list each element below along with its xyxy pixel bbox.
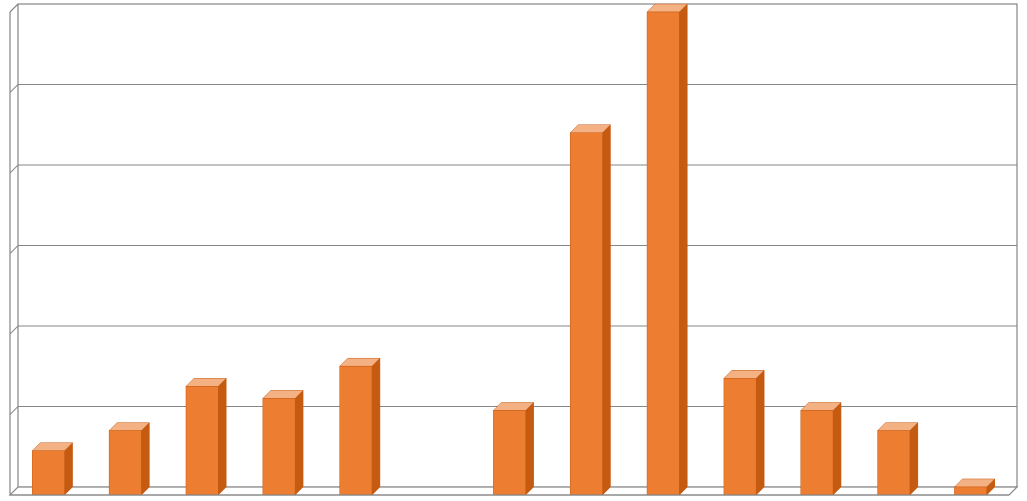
bar-chart (0, 0, 1027, 501)
